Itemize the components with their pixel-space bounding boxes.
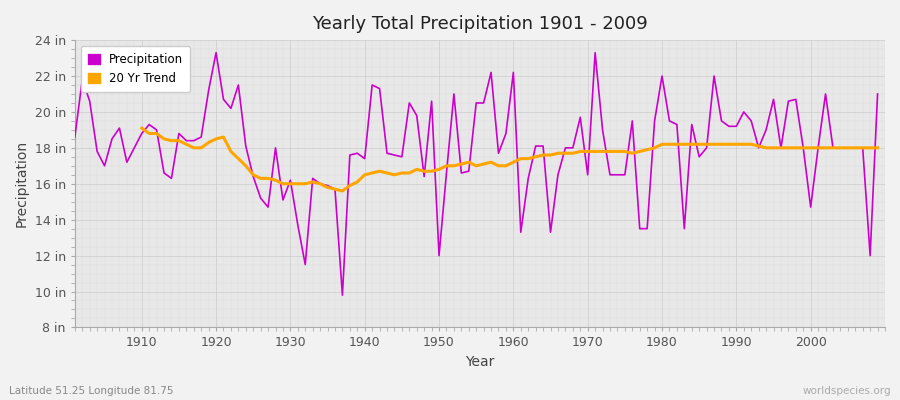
Legend: Precipitation, 20 Yr Trend: Precipitation, 20 Yr Trend: [81, 46, 190, 92]
Y-axis label: Precipitation: Precipitation: [15, 140, 29, 227]
Title: Yearly Total Precipitation 1901 - 2009: Yearly Total Precipitation 1901 - 2009: [312, 15, 648, 33]
X-axis label: Year: Year: [465, 355, 495, 369]
Text: Latitude 51.25 Longitude 81.75: Latitude 51.25 Longitude 81.75: [9, 386, 174, 396]
Text: worldspecies.org: worldspecies.org: [803, 386, 891, 396]
